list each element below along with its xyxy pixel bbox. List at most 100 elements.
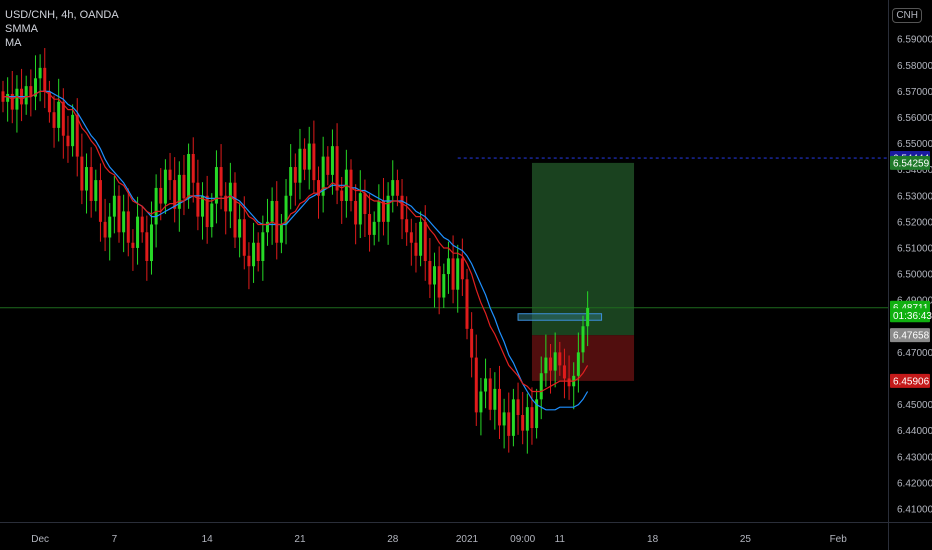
candle-body[interactable] bbox=[535, 399, 539, 429]
candle-body[interactable] bbox=[159, 187, 163, 204]
candle-body[interactable] bbox=[136, 216, 140, 248]
candle-body[interactable] bbox=[428, 261, 432, 285]
candle-body[interactable] bbox=[228, 182, 232, 212]
candle-body[interactable] bbox=[117, 195, 121, 233]
candle-body[interactable] bbox=[433, 266, 437, 285]
candle-body[interactable] bbox=[298, 148, 302, 183]
candle-body[interactable] bbox=[581, 326, 585, 353]
candle-body[interactable] bbox=[182, 174, 186, 199]
candle-body[interactable] bbox=[303, 148, 307, 170]
symbol-label[interactable]: USD/CNH, 4h, OANDA bbox=[5, 9, 119, 21]
candle-body[interactable] bbox=[549, 357, 553, 371]
candle-body[interactable] bbox=[33, 78, 37, 97]
candle-body[interactable] bbox=[567, 378, 571, 387]
candle-body[interactable] bbox=[43, 67, 47, 92]
candle-body[interactable] bbox=[238, 219, 242, 238]
candle-body[interactable] bbox=[442, 274, 446, 298]
candle-body[interactable] bbox=[270, 200, 274, 222]
candle-body[interactable] bbox=[61, 101, 65, 136]
candle-body[interactable] bbox=[103, 221, 107, 238]
candle-body[interactable] bbox=[75, 114, 79, 157]
candle-body[interactable] bbox=[98, 180, 102, 222]
candle-body[interactable] bbox=[558, 352, 562, 366]
candle-body[interactable] bbox=[168, 169, 172, 181]
candle-body[interactable] bbox=[414, 242, 418, 256]
candle-body[interactable] bbox=[363, 193, 367, 215]
candle-body[interactable] bbox=[484, 378, 488, 392]
candle-body[interactable] bbox=[312, 143, 316, 181]
candle-body[interactable] bbox=[451, 258, 455, 290]
candle-body[interactable] bbox=[214, 167, 218, 204]
candle-body[interactable] bbox=[507, 412, 511, 436]
candle-body[interactable] bbox=[488, 378, 492, 410]
profit-zone[interactable] bbox=[531, 162, 635, 336]
candle-body[interactable] bbox=[279, 224, 283, 243]
candle-body[interactable] bbox=[47, 91, 51, 113]
candle-body[interactable] bbox=[437, 266, 441, 298]
candle-body[interactable] bbox=[261, 232, 265, 261]
candle-body[interactable] bbox=[187, 153, 191, 199]
candle-body[interactable] bbox=[275, 200, 279, 243]
candle-body[interactable] bbox=[460, 258, 464, 280]
candle-body[interactable] bbox=[521, 414, 525, 431]
candle-body[interactable] bbox=[335, 146, 339, 191]
candle-body[interactable] bbox=[173, 180, 177, 209]
candle-body[interactable] bbox=[326, 156, 330, 175]
candle-body[interactable] bbox=[516, 399, 520, 415]
candle-body[interactable] bbox=[321, 156, 325, 196]
candle-body[interactable] bbox=[284, 195, 288, 225]
candle-body[interactable] bbox=[154, 187, 158, 225]
candle-body[interactable] bbox=[474, 357, 478, 413]
candle-body[interactable] bbox=[358, 193, 362, 225]
candle-body[interactable] bbox=[210, 203, 214, 228]
candle-body[interactable] bbox=[368, 214, 372, 235]
candle-body[interactable] bbox=[85, 167, 89, 191]
candle-body[interactable] bbox=[145, 232, 149, 261]
candle-body[interactable] bbox=[140, 216, 144, 233]
candle-body[interactable] bbox=[354, 200, 358, 225]
candle-body[interactable] bbox=[553, 352, 557, 371]
candle-body[interactable] bbox=[256, 242, 260, 261]
candle-body[interactable] bbox=[265, 221, 269, 233]
candle-body[interactable] bbox=[377, 200, 381, 222]
candle-body[interactable] bbox=[400, 195, 404, 220]
candle-body[interactable] bbox=[544, 357, 548, 374]
candle-body[interactable] bbox=[108, 216, 112, 238]
candle-body[interactable] bbox=[372, 221, 376, 235]
candle-body[interactable] bbox=[497, 388, 501, 426]
candle-body[interactable] bbox=[191, 153, 195, 183]
candle-body[interactable] bbox=[456, 258, 460, 290]
candle-body[interactable] bbox=[205, 195, 209, 228]
candle-body[interactable] bbox=[307, 143, 311, 170]
candle-body[interactable] bbox=[80, 156, 84, 191]
candle-body[interactable] bbox=[38, 67, 42, 79]
candle-body[interactable] bbox=[6, 93, 10, 102]
candle-body[interactable] bbox=[381, 200, 385, 222]
candle-body[interactable] bbox=[289, 167, 293, 196]
candle-body[interactable] bbox=[196, 182, 200, 217]
candle-body[interactable] bbox=[530, 407, 534, 429]
candle-body[interactable] bbox=[177, 174, 181, 209]
candle-body[interactable] bbox=[89, 167, 93, 201]
candle-body[interactable] bbox=[233, 182, 237, 238]
candle-body[interactable] bbox=[247, 255, 251, 267]
candle-body[interactable] bbox=[201, 195, 205, 217]
candle-body[interactable] bbox=[586, 307, 590, 327]
candle-body[interactable] bbox=[71, 114, 75, 147]
candle-body[interactable] bbox=[242, 219, 246, 256]
candle-body[interactable] bbox=[293, 167, 297, 183]
candle-body[interactable] bbox=[66, 135, 70, 147]
candle-body[interactable] bbox=[224, 195, 228, 212]
candle-body[interactable] bbox=[479, 391, 483, 413]
candle-body[interactable] bbox=[15, 88, 19, 110]
candle-body[interactable] bbox=[317, 180, 321, 196]
candle-body[interactable] bbox=[112, 195, 116, 217]
candle-body[interactable] bbox=[57, 101, 61, 128]
candle-body[interactable] bbox=[386, 195, 390, 222]
candle-body[interactable] bbox=[29, 86, 33, 97]
candle-body[interactable] bbox=[539, 373, 543, 400]
candle-body[interactable] bbox=[126, 211, 130, 243]
candle-body[interactable] bbox=[409, 232, 413, 243]
smma-indicator-label[interactable]: SMMA bbox=[5, 23, 38, 35]
